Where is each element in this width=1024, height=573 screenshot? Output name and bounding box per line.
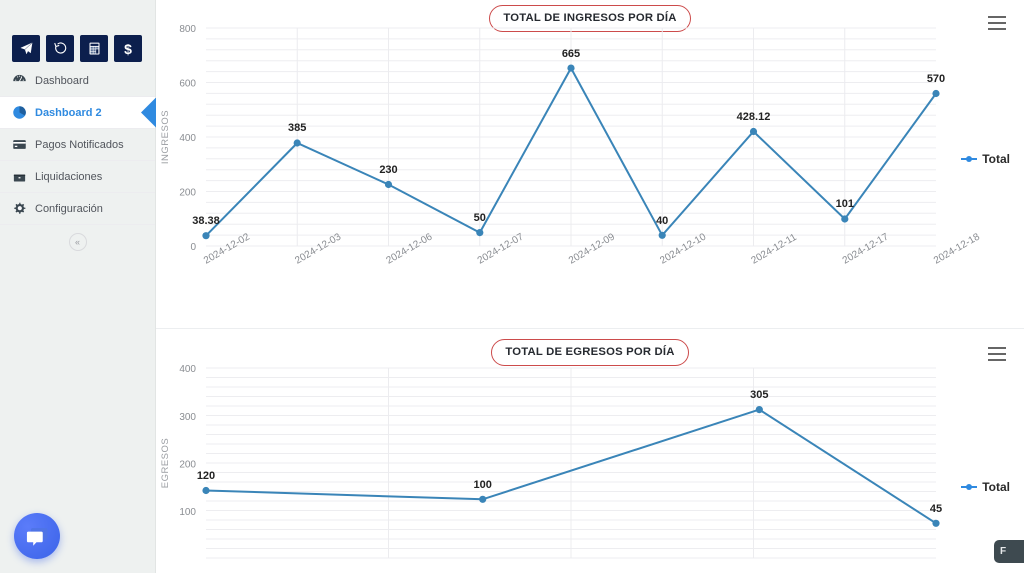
svg-text:40: 40 bbox=[656, 215, 668, 227]
svg-text:2024-12-17: 2024-12-17 bbox=[841, 231, 891, 266]
svg-text:2024-12-06: 2024-12-06 bbox=[385, 231, 435, 266]
svg-text:100: 100 bbox=[474, 479, 492, 491]
svg-text:2024-12-03: 2024-12-03 bbox=[293, 231, 343, 266]
svg-text:200: 200 bbox=[179, 188, 196, 199]
svg-text:INGRESOS: INGRESOS bbox=[160, 110, 171, 164]
svg-text:600: 600 bbox=[179, 79, 196, 90]
svg-text:300: 300 bbox=[179, 412, 196, 423]
svg-text:305: 305 bbox=[750, 389, 768, 401]
svg-text:38.38: 38.38 bbox=[192, 215, 220, 227]
svg-text:400: 400 bbox=[179, 364, 196, 375]
svg-text:2024-12-10: 2024-12-10 bbox=[658, 231, 708, 266]
svg-text:385: 385 bbox=[288, 122, 306, 134]
svg-text:800: 800 bbox=[179, 24, 196, 35]
svg-text:2024-12-02: 2024-12-02 bbox=[202, 231, 252, 266]
svg-text:0: 0 bbox=[190, 242, 196, 253]
svg-text:EGRESOS: EGRESOS bbox=[160, 438, 171, 489]
svg-text:200: 200 bbox=[179, 460, 196, 471]
svg-text:120: 120 bbox=[197, 470, 215, 482]
svg-text:428.12: 428.12 bbox=[737, 111, 771, 123]
svg-text:2024-12-18: 2024-12-18 bbox=[932, 231, 982, 266]
svg-text:665: 665 bbox=[562, 48, 580, 60]
svg-text:570: 570 bbox=[927, 73, 945, 85]
svg-text:230: 230 bbox=[379, 164, 397, 176]
svg-text:2024-12-11: 2024-12-11 bbox=[750, 232, 800, 267]
svg-text:45: 45 bbox=[930, 503, 942, 515]
svg-text:101: 101 bbox=[836, 198, 854, 210]
svg-text:400: 400 bbox=[179, 133, 196, 144]
svg-text:2024-12-09: 2024-12-09 bbox=[567, 231, 617, 266]
svg-text:50: 50 bbox=[474, 212, 486, 224]
svg-text:2024-12-07: 2024-12-07 bbox=[476, 231, 526, 266]
svg-text:100: 100 bbox=[179, 507, 196, 518]
